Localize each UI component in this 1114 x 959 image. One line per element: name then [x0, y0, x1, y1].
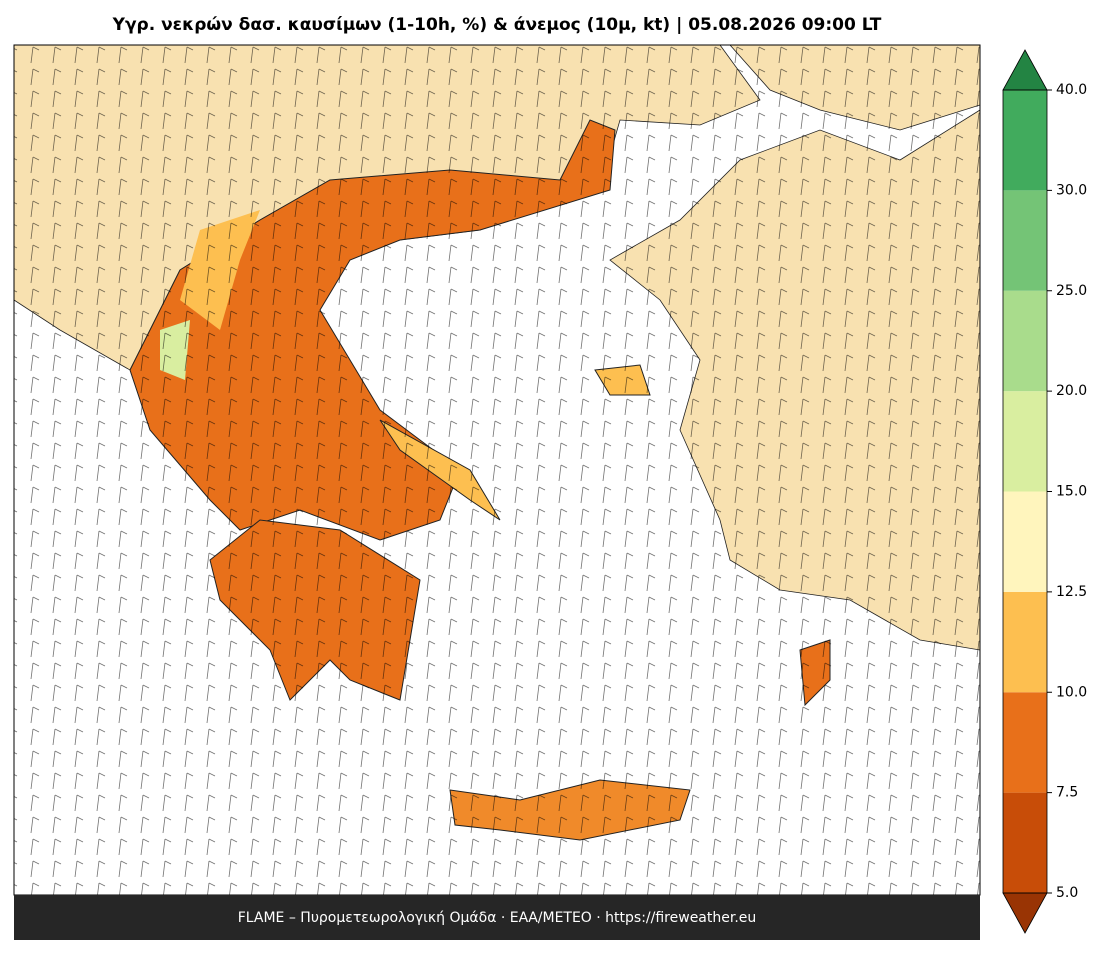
footer-text: FLAME – Πυρομετεωρολογική Ομάδα · ΕΑΑ/ME… — [238, 910, 757, 926]
wind-barbs — [14, 45, 980, 895]
colorbar-over — [1002, 49, 1048, 91]
colorbar-tick-label: 10.0 — [1056, 684, 1087, 700]
colorbar-tick-label: 12.5 — [1056, 584, 1087, 600]
colorbar-under — [1002, 892, 1048, 934]
colorbar-tick-label: 30.0 — [1056, 182, 1087, 198]
map — [14, 45, 980, 895]
colorbar-band — [1003, 491, 1047, 592]
colorbar-tick-label: 5.0 — [1056, 885, 1078, 901]
colorbar-band — [1003, 792, 1047, 893]
colorbar-tick-label: 25.0 — [1056, 283, 1087, 299]
colorbar: 5.0 7.5 10.0 12.5 15.0 20.0 25.0 30.0 40.0 — [1002, 49, 1087, 934]
colorbar-tick-label: 15.0 — [1056, 484, 1087, 500]
colorbar-band — [1003, 290, 1047, 392]
colorbar-band — [1003, 591, 1047, 693]
colorbar-band — [1003, 90, 1047, 191]
colorbar-tick-label: 7.5 — [1056, 785, 1078, 801]
footer-bar — [14, 895, 980, 940]
colorbar-band — [1003, 692, 1047, 793]
colorbar-band — [1003, 391, 1047, 492]
colorbar-band — [1003, 190, 1047, 291]
map-title: Υγρ. νεκρών δασ. καυσίμων (1-10h, %) & ά… — [112, 15, 882, 35]
colorbar-tick-label: 40.0 — [1056, 82, 1087, 98]
colorbar-tick-label: 20.0 — [1056, 383, 1087, 399]
